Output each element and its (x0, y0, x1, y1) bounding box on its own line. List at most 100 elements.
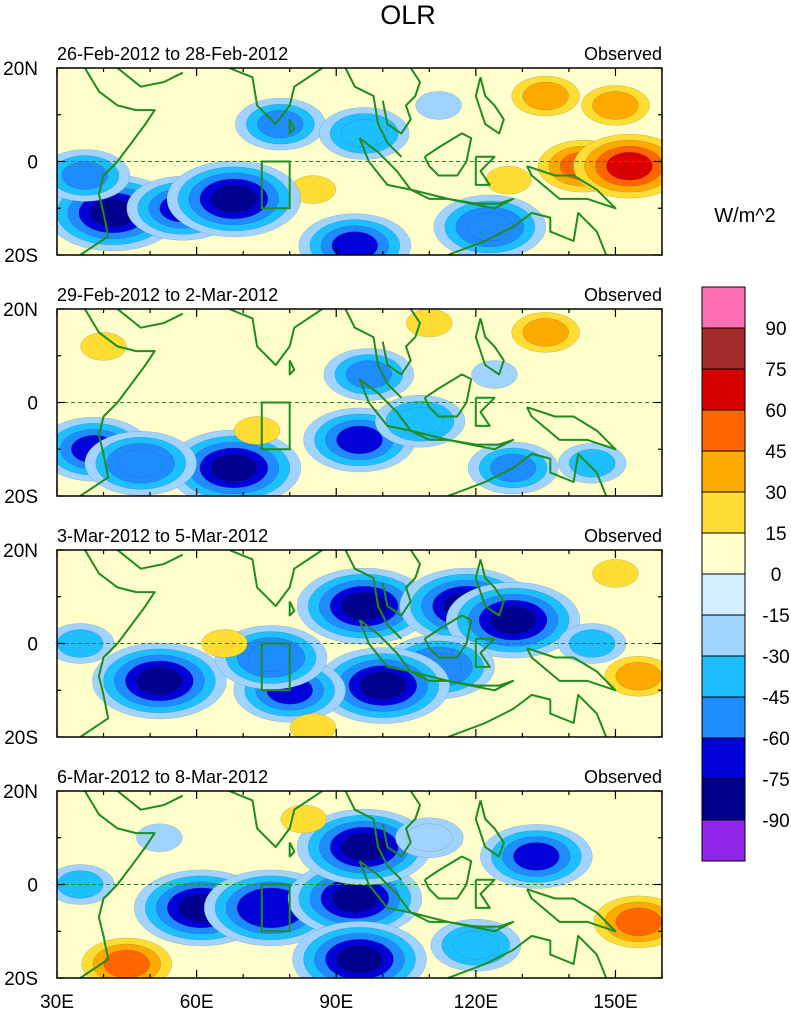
anomaly-contour (257, 109, 304, 139)
coastline (474, 559, 505, 617)
coastline (474, 318, 505, 376)
colorbar-label: 90 (765, 319, 786, 340)
anomaly-contour (341, 832, 388, 862)
colorbar-label: -75 (762, 770, 789, 791)
figure-title: OLR (380, 0, 436, 30)
colorbar-label: 0 (771, 565, 782, 586)
colorbar-label: 45 (765, 442, 786, 463)
colorbar-label: -60 (762, 729, 789, 750)
anomaly-field (57, 804, 662, 978)
anomaly-contour (336, 945, 383, 974)
anomaly-contour (136, 823, 183, 852)
coastline (474, 800, 505, 858)
panel-label: Observed (584, 526, 662, 546)
coastline (344, 68, 403, 158)
map-panel: 20N 0 20S 29-Feb-2012 to 2-Mar-2012 Observed (3, 285, 663, 508)
coastline (474, 878, 496, 909)
coastline (79, 550, 156, 737)
colorbar-swatch (701, 655, 746, 698)
anomaly-contour (522, 81, 569, 111)
anomaly-contour (471, 360, 518, 389)
coastline (228, 791, 323, 849)
coastline (288, 359, 296, 376)
coastline (381, 309, 421, 376)
coastline (447, 920, 515, 933)
colorbar-swatch (701, 286, 746, 329)
coastline (474, 77, 505, 135)
coastlines (79, 309, 617, 496)
colorbar-label: -90 (762, 811, 789, 832)
coastline (381, 791, 421, 858)
lon-label: 120E (454, 992, 498, 1013)
anomaly-contour (233, 416, 281, 445)
anomaly-contour (522, 318, 569, 347)
lat-label: 20S (4, 969, 38, 990)
colorbar-label: 15 (765, 524, 786, 545)
colorbar-label: 60 (765, 401, 786, 422)
colorbar-label: 75 (765, 360, 786, 381)
anomaly-contour (103, 949, 150, 978)
anomaly-contour (61, 161, 109, 190)
coastline (447, 197, 515, 210)
anomaly-contour (336, 425, 383, 455)
coastline (79, 791, 156, 978)
colorbar-swatch (701, 368, 746, 411)
coastline (474, 396, 496, 427)
coastline (116, 309, 184, 329)
anomaly-contour (452, 931, 499, 960)
coastline (474, 155, 496, 186)
lat-label: 20N (3, 59, 38, 80)
coastline (228, 68, 323, 126)
colorbar: 90 75 60 45 30 15 0 -15 -30 -45 -60 -75 -90 (701, 286, 790, 862)
anomaly-contour (341, 591, 388, 621)
coastline (228, 309, 323, 367)
coastline (79, 68, 156, 255)
colorbar-label: 30 (765, 483, 786, 504)
coastline (344, 309, 403, 399)
map-panel: 20N 0 20S 6-Mar-2012 to 8-Mar-2012 Observed (3, 767, 663, 990)
anomaly-contour (615, 907, 662, 937)
anomaly-field (57, 309, 627, 496)
colorbar-swatch (701, 778, 746, 821)
anomaly-contour (406, 823, 453, 852)
colorbar-swatch (701, 696, 746, 739)
coastline (381, 68, 421, 135)
colorbar-swatch (701, 450, 746, 493)
lon-label: 60E (180, 992, 214, 1013)
anomaly-contour (489, 605, 537, 635)
coastline (526, 888, 617, 933)
coastline (228, 550, 323, 608)
anomaly-contour (210, 184, 257, 214)
anomaly-contour (80, 332, 127, 361)
coastline (288, 118, 296, 135)
lon-label: 150E (593, 992, 637, 1013)
colorbar-swatch (701, 409, 746, 452)
coastline (344, 791, 403, 881)
anomaly-contour (247, 893, 295, 923)
anomaly-contour (485, 166, 532, 195)
coastline (116, 550, 184, 570)
panel-label: Observed (584, 285, 662, 305)
lat-label: 0 (27, 153, 38, 174)
anomaly-contour (210, 453, 257, 483)
coastline (526, 165, 617, 210)
anomaly-contour (359, 671, 406, 700)
anomaly-contour (606, 152, 653, 181)
lat-label: 0 (27, 876, 38, 897)
colorbar-swatch (701, 491, 746, 534)
anomaly-contour (592, 91, 639, 120)
lat-label: 20S (4, 728, 38, 749)
colorbar-label: -15 (762, 606, 789, 627)
lat-label: 20N (3, 300, 38, 321)
map-panel: 20N 0 20S 3-Mar-2012 to 5-Mar-2012 Observed (3, 526, 663, 749)
anomaly-contour (341, 119, 388, 148)
units-label: W/m^2 (714, 205, 776, 227)
colorbar-swatch (701, 573, 746, 616)
map-panel: 20N 0 20S 26-Feb-2012 to 28-Feb-2012 Observe… (3, 44, 663, 267)
panel-date-range: 26-Feb-2012 to 28-Feb-2012 (57, 44, 288, 64)
coastline (526, 406, 617, 451)
anomaly-contour (592, 559, 639, 588)
colorbar-swatch (701, 532, 746, 575)
colorbar-swatch (701, 737, 746, 780)
